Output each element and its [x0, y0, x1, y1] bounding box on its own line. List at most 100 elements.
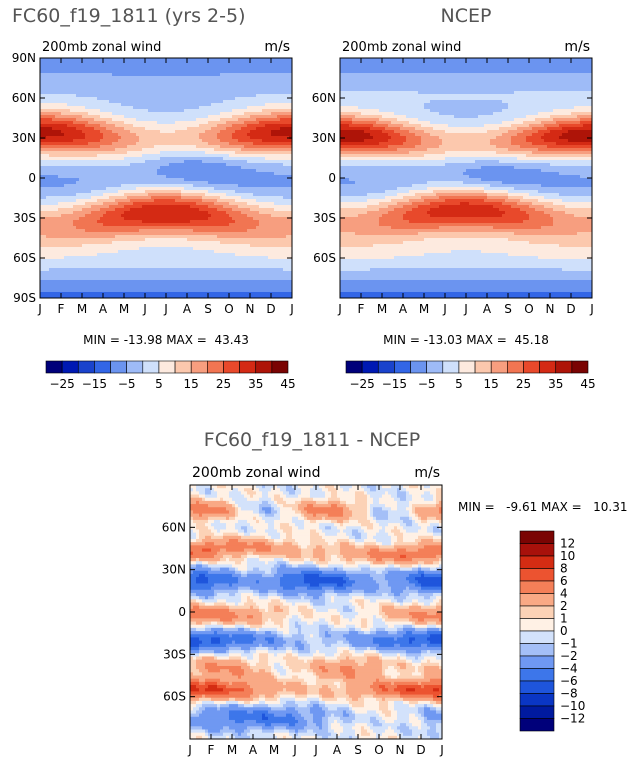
- field-cell: [91, 127, 95, 131]
- field-cell: [94, 121, 98, 125]
- field-cell: [136, 187, 140, 191]
- field-cell: [100, 268, 104, 272]
- field-cell: [154, 61, 158, 65]
- field-cell: [172, 190, 176, 194]
- field-cell: [43, 259, 47, 263]
- field-cell: [97, 253, 101, 257]
- field-cell: [199, 121, 203, 125]
- field-cell: [214, 79, 218, 83]
- field-cell: [85, 61, 89, 65]
- field-cell: [217, 196, 221, 200]
- field-cell: [148, 196, 152, 200]
- field-cell: [124, 82, 128, 86]
- field-cell: [211, 262, 215, 266]
- field-cell: [67, 190, 71, 194]
- field-cell: [151, 274, 155, 278]
- field-cell: [85, 226, 89, 230]
- field-cell: [118, 199, 122, 203]
- field-cell: [205, 226, 209, 230]
- field-cell: [202, 241, 206, 245]
- field-cell: [70, 247, 74, 251]
- field-cell: [193, 265, 197, 269]
- field-cell: [70, 85, 74, 89]
- field-cell: [136, 94, 140, 98]
- field-cell: [166, 136, 170, 140]
- field-cell: [97, 127, 101, 131]
- field-cell: [109, 100, 113, 104]
- field-cell: [100, 274, 104, 278]
- field-cell: [172, 187, 176, 191]
- field-cell: [193, 130, 197, 134]
- field-cell: [112, 82, 116, 86]
- field-cell: [211, 70, 215, 74]
- field-cell: [121, 217, 125, 221]
- field-cell: [172, 280, 176, 284]
- field-cell: [217, 121, 221, 125]
- field-cell: [103, 205, 107, 209]
- field-cell: [148, 169, 152, 173]
- field-cell: [151, 292, 155, 296]
- field-cell: [151, 187, 155, 191]
- field-cell: [55, 295, 59, 298]
- field-cell: [49, 169, 53, 173]
- field-cell: [139, 109, 143, 113]
- field-cell: [106, 112, 110, 116]
- field-cell: [205, 277, 209, 281]
- field-cell: [184, 232, 188, 236]
- field-cell: [178, 76, 182, 80]
- field-cell: [142, 67, 146, 71]
- field-cell: [133, 121, 137, 125]
- field-cell: [157, 118, 161, 122]
- field-cell: [40, 142, 44, 146]
- field-cell: [61, 136, 65, 140]
- field-cell: [145, 124, 149, 128]
- field-cell: [223, 160, 227, 164]
- field-cell: [208, 163, 212, 167]
- field-cell: [112, 205, 116, 209]
- field-cell: [226, 112, 230, 116]
- field-cell: [139, 88, 143, 92]
- field-cell: [187, 112, 191, 116]
- field-cell: [202, 262, 206, 266]
- field-cell: [130, 292, 134, 296]
- field-cell: [217, 82, 221, 86]
- field-cell: [214, 241, 218, 245]
- field-cell: [205, 112, 209, 116]
- field-cell: [109, 85, 113, 89]
- field-cell: [166, 100, 170, 104]
- field-cell: [94, 79, 98, 83]
- field-cell: [139, 190, 143, 194]
- field-cell: [133, 133, 137, 137]
- field-cell: [211, 274, 215, 278]
- field-cell: [193, 268, 197, 272]
- field-cell: [85, 91, 89, 95]
- field-cell: [154, 199, 158, 203]
- field-cell: [223, 187, 227, 191]
- field-cell: [145, 130, 149, 134]
- field-cell: [40, 295, 44, 298]
- field-cell: [58, 73, 62, 77]
- field-cell: [67, 217, 71, 221]
- field-cell: [151, 106, 155, 110]
- field-cell: [142, 220, 146, 224]
- field-cell: [199, 265, 203, 269]
- field-cell: [118, 112, 122, 116]
- field-cell: [124, 76, 128, 80]
- field-cell: [121, 157, 125, 161]
- field-cell: [73, 202, 77, 206]
- field-cell: [175, 211, 179, 215]
- field-cell: [97, 244, 101, 248]
- field-cell: [193, 112, 197, 116]
- field-cell: [106, 136, 110, 140]
- field-cell: [67, 76, 71, 80]
- field-cell: [145, 259, 149, 263]
- field-cell: [214, 103, 218, 107]
- field-cell: [160, 211, 164, 215]
- field-cell: [88, 181, 92, 185]
- field-cell: [58, 82, 62, 86]
- field-cell: [184, 259, 188, 263]
- field-cell: [112, 79, 116, 83]
- field-cell: [79, 223, 83, 227]
- field-cell: [73, 235, 77, 239]
- field-cell: [118, 76, 122, 80]
